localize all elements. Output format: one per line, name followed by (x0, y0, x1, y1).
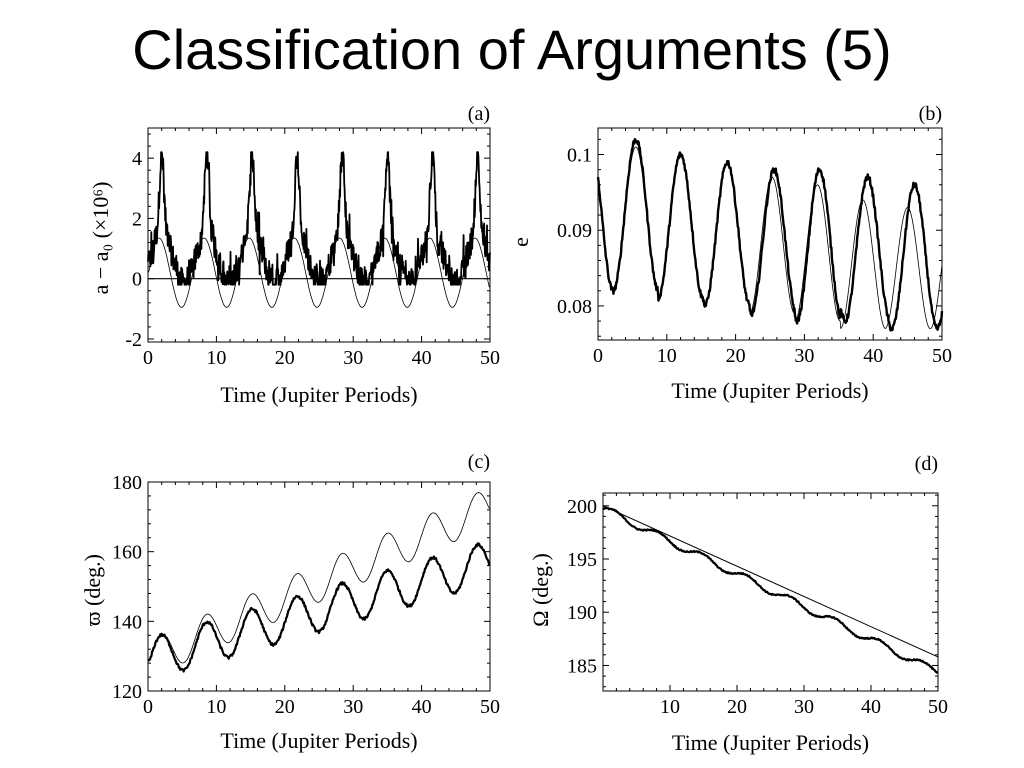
panel-label: (c) (468, 451, 490, 473)
y-tick-label: 185 (567, 655, 597, 677)
series-thick (147, 542, 491, 673)
y-tick-label: 0 (132, 269, 142, 291)
x-axis-label: Time (Jupiter Periods) (671, 378, 868, 403)
x-tick-label: 30 (794, 345, 814, 367)
plot-frame (597, 127, 943, 341)
x-tick-label: 50 (480, 347, 500, 369)
y-axis-label: ϖ (deg.) (80, 554, 105, 626)
series-thin (147, 237, 490, 308)
y-tick-label: 2 (132, 208, 142, 230)
x-tick-label: 30 (343, 696, 363, 718)
series-thick (147, 151, 491, 286)
y-tick-label: 195 (567, 549, 597, 571)
plot-frame (147, 481, 491, 692)
x-tick-label: 10 (206, 347, 226, 369)
x-tick-label: 50 (928, 696, 948, 718)
y-tick-label: 190 (567, 602, 597, 624)
x-tick-label: 10 (206, 696, 226, 718)
x-tick-label: 0 (143, 347, 153, 369)
plot-frame (147, 127, 491, 343)
x-tick-label: 50 (932, 345, 952, 367)
y-axis-label: e (508, 237, 533, 247)
x-tick-label: 40 (412, 347, 432, 369)
y-tick-label: 0.09 (557, 220, 592, 242)
y-tick-label: 200 (567, 496, 597, 518)
x-axis-label: Time (Jupiter Periods) (220, 382, 417, 407)
series-thin (147, 492, 490, 664)
plot-frame (602, 492, 939, 692)
chart-b: 0 10 20 30 40 50 0.08 0.09 0.1 (b) Time (Jupiter P… (508, 103, 952, 403)
x-tick-label: 0 (143, 696, 153, 718)
series-thick (602, 506, 939, 674)
y-tick-label: 160 (112, 542, 142, 564)
panel-label: (d) (915, 453, 938, 475)
y-tick-label: 0.1 (567, 145, 592, 167)
x-tick-label: 40 (861, 696, 881, 718)
y-tick-label: 0.08 (557, 296, 592, 318)
y-axis-label: a − a₀ (×10⁶) (88, 182, 113, 295)
panel-label: (a) (468, 103, 490, 125)
x-tick-label: 40 (412, 696, 432, 718)
x-tick-label: 20 (727, 696, 747, 718)
x-tick-label: 30 (794, 696, 814, 718)
y-tick-label: 120 (112, 681, 142, 703)
chart-c: 0 10 20 30 40 50 120 140 160 180 (c) Time (Jupiter … (80, 451, 500, 753)
x-tick-label: 50 (480, 696, 500, 718)
y-tick-label: -2 (125, 329, 142, 351)
x-axis-label: Time (Jupiter Periods) (672, 730, 869, 755)
slide-title: Classification of Arguments (5) (132, 18, 892, 81)
panel-label: (b) (919, 103, 942, 125)
y-tick-label: 140 (112, 611, 142, 633)
series-thin (602, 505, 939, 658)
x-tick-label: 20 (275, 347, 295, 369)
x-tick-label: 0 (593, 345, 603, 367)
x-tick-label: 10 (660, 696, 680, 718)
x-tick-label: 40 (863, 345, 883, 367)
x-tick-label: 20 (726, 345, 746, 367)
x-tick-label: 30 (343, 347, 363, 369)
x-tick-label: 10 (657, 345, 677, 367)
series-thick (596, 138, 944, 332)
y-axis-label: Ω (deg.) (528, 553, 553, 627)
y-tick-label: 180 (112, 472, 142, 494)
x-axis-label: Time (Jupiter Periods) (220, 728, 417, 753)
x-tick-label: 20 (275, 696, 295, 718)
chart-d: 10 20 30 40 50 185 190 195 200 (d) Time (Jupiter P… (528, 453, 948, 755)
y-tick-label: 4 (132, 148, 142, 170)
